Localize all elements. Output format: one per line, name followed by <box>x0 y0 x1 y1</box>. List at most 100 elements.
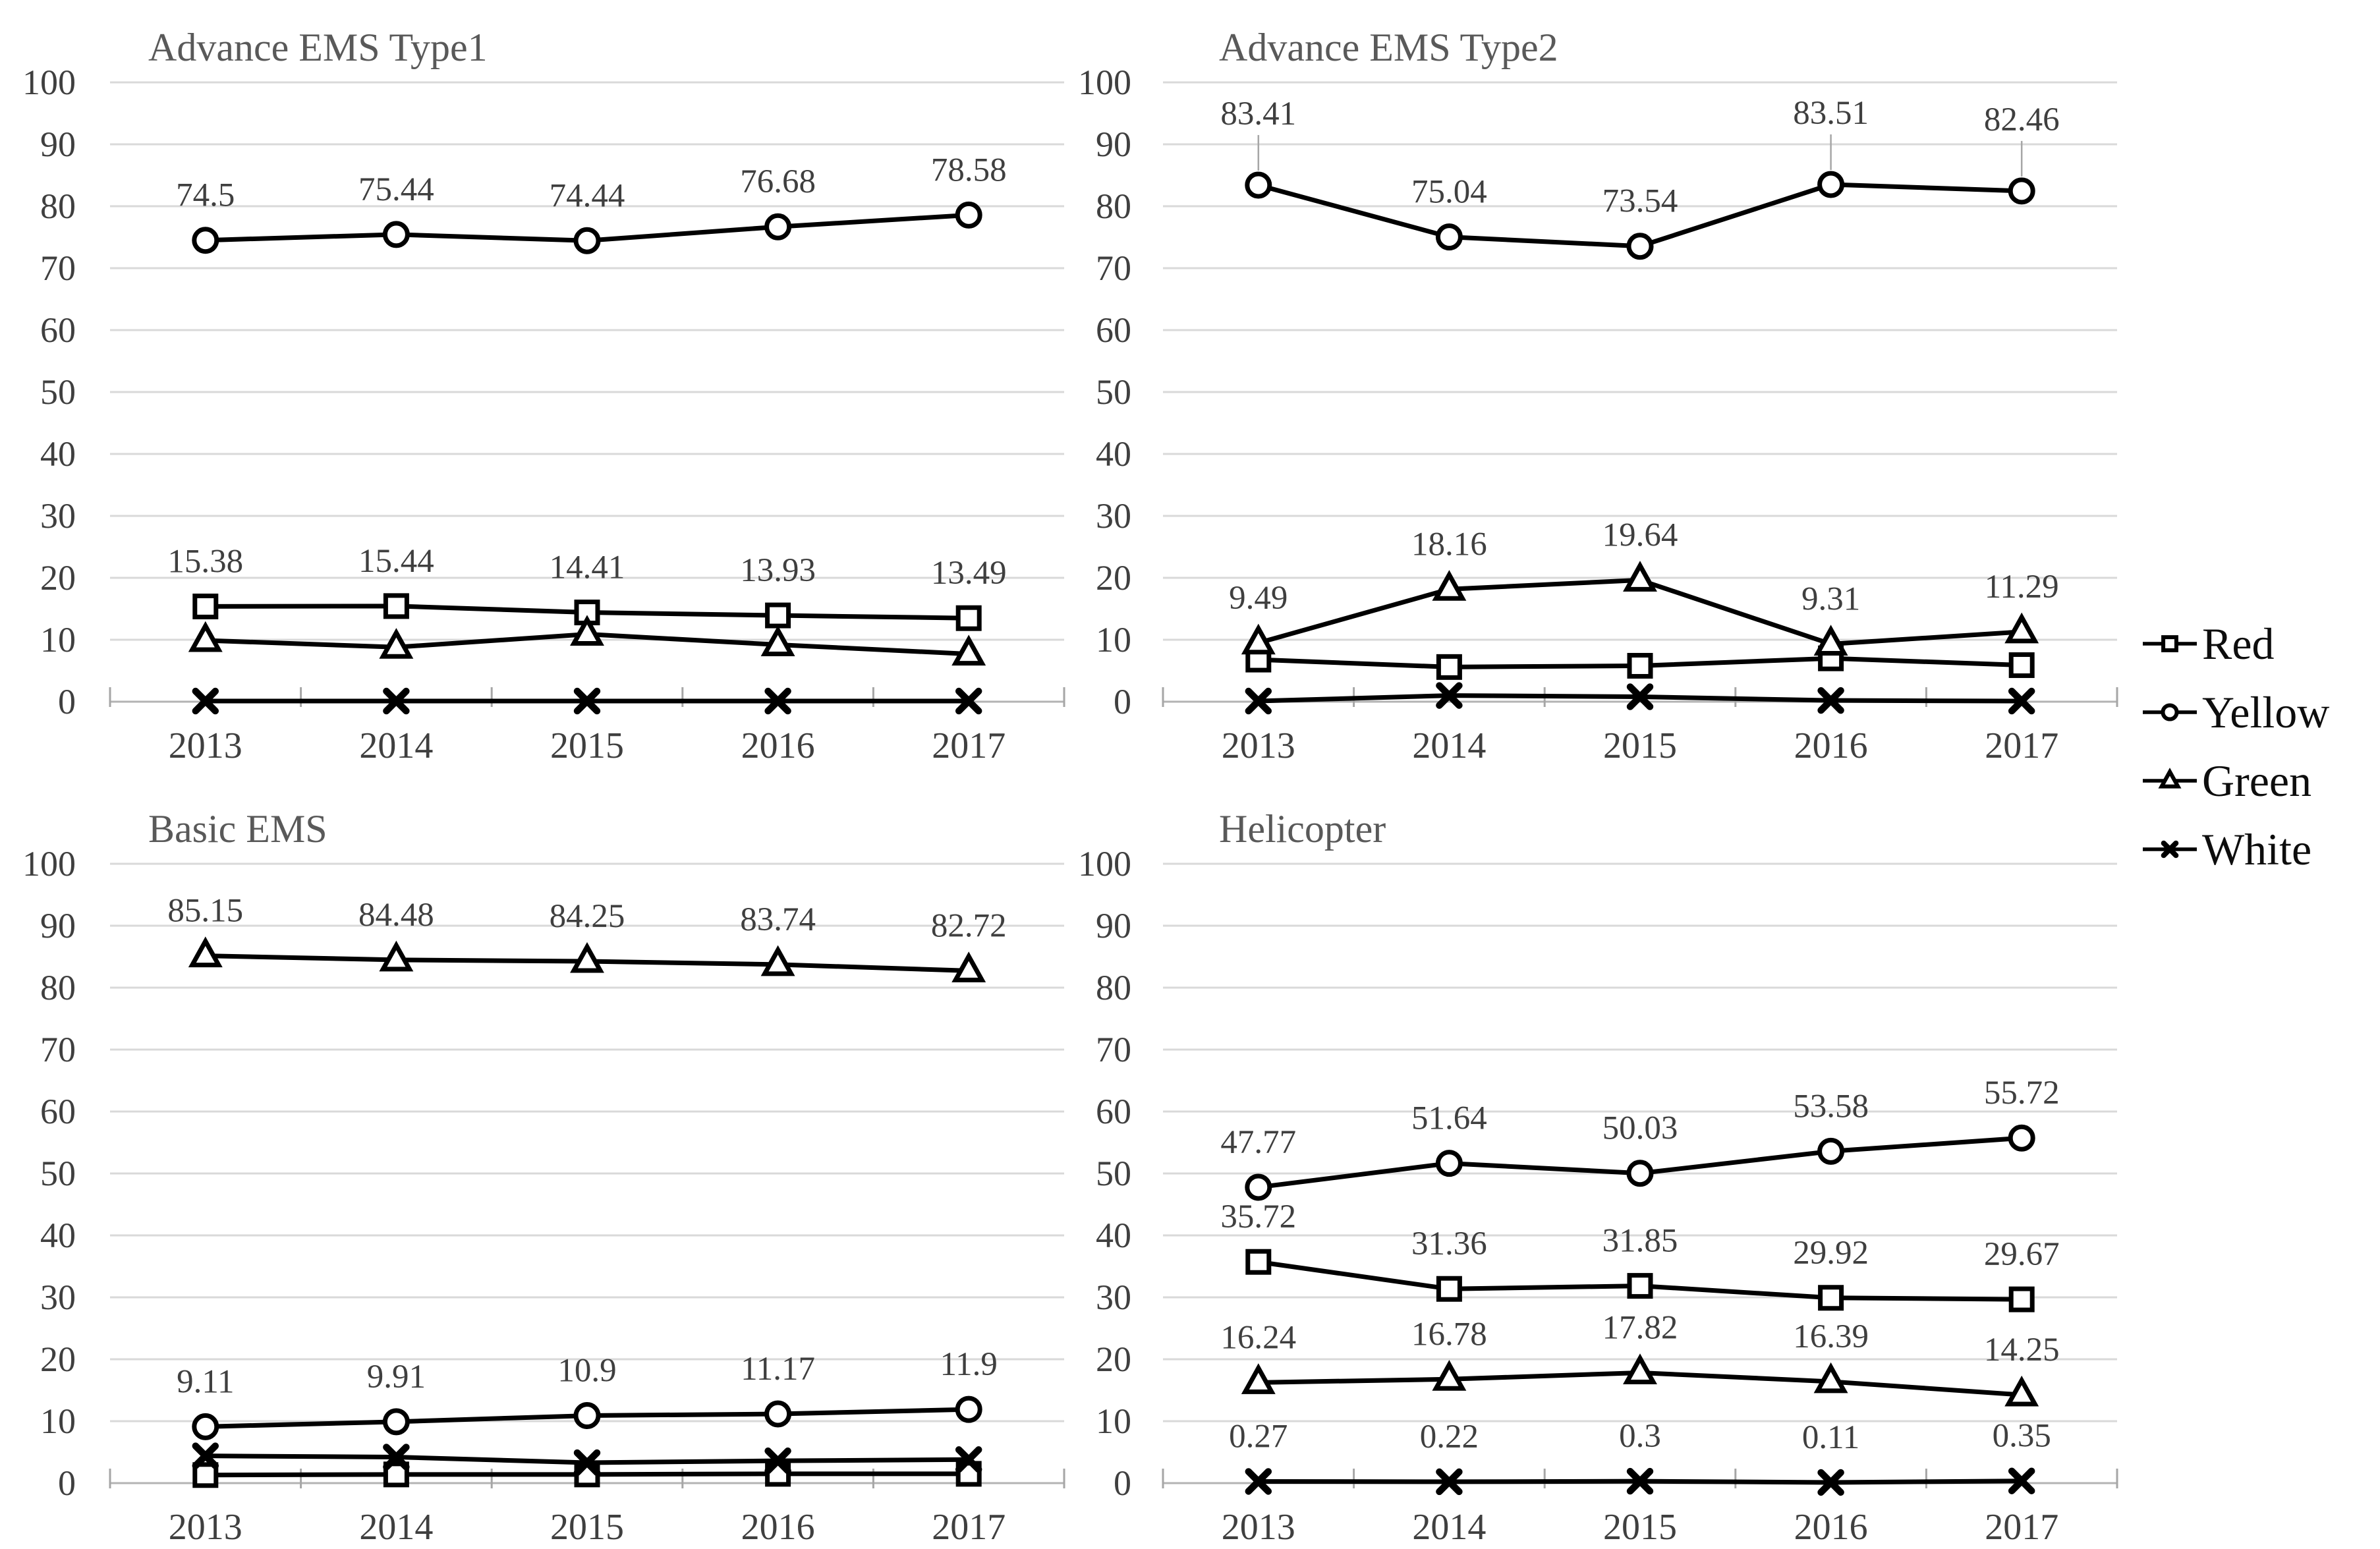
y-axis-tick-label: 50 <box>1096 372 1131 412</box>
data-point-label: 82.72 <box>931 907 1007 944</box>
circle-marker <box>1245 1173 1272 1201</box>
y-axis-tick-label: 0 <box>1114 682 1131 721</box>
series-yellow <box>1245 171 2035 260</box>
legend-label: Green <box>2202 756 2312 806</box>
x-marker <box>2008 1467 2035 1494</box>
triangle-marker-icon <box>2143 768 2197 789</box>
series-white <box>192 687 982 715</box>
triangle-marker <box>760 625 795 657</box>
x-marker <box>192 687 219 715</box>
data-point-label: 50.03 <box>1602 1110 1678 1147</box>
data-point-label: 0.11 <box>1802 1419 1859 1456</box>
data-point-label: 31.36 <box>1411 1225 1487 1262</box>
legend-label: Yellow <box>2202 687 2330 737</box>
square-marker <box>1436 654 1462 680</box>
triangle-marker <box>379 628 414 659</box>
series-white-labels: 0.27 0.22 0.3 0.11 0.35 <box>1229 1418 2051 1456</box>
data-point-label: 19.64 <box>1602 517 1678 553</box>
y-axis-tick-label: 100 <box>22 63 76 102</box>
data-point-label: 0.22 <box>1420 1419 1479 1455</box>
circle-marker <box>2008 177 2035 205</box>
triangle-marker <box>379 940 414 972</box>
x-marker <box>955 687 982 715</box>
x-marker <box>1245 1468 1272 1495</box>
y-axis-tick-label: 10 <box>1096 620 1131 660</box>
triangle-marker <box>1813 625 1848 656</box>
x-marker <box>2161 840 2179 859</box>
x-axis-category-label: 2014 <box>359 1507 433 1548</box>
data-point-label: 11.17 <box>741 1351 815 1388</box>
triangle-marker <box>951 634 986 666</box>
x-marker <box>383 1444 410 1471</box>
x-marker <box>764 687 791 715</box>
series-white <box>1245 1467 2035 1496</box>
square-marker <box>2008 652 2035 679</box>
data-point-label: 83.51 <box>1793 95 1869 132</box>
data-point-label: 0.35 <box>1993 1418 2051 1455</box>
series-yellow-labels: 9.11 9.91 10.9 11.17 11.9 <box>177 1346 998 1400</box>
y-axis-tick-label: 20 <box>1096 558 1131 598</box>
data-point-label: 15.38 <box>167 543 243 580</box>
y-axis-tick-label: 50 <box>1096 1154 1131 1193</box>
triangle-marker <box>570 615 604 646</box>
data-point-label: 14.41 <box>550 549 625 586</box>
x-marker <box>1626 683 1654 710</box>
x-axis-category-label: 2016 <box>1794 725 1868 766</box>
circle-marker <box>764 213 792 240</box>
circle-marker <box>1435 1150 1463 1177</box>
y-axis-tick-label: 0 <box>58 1463 76 1503</box>
circle-marker <box>1817 1137 1845 1165</box>
series-red-labels: 15.38 15.44 14.41 13.93 13.49 <box>167 543 1006 592</box>
x-axis-category-label: 2013 <box>1222 1507 1295 1548</box>
data-point-label: 84.48 <box>358 897 434 934</box>
series-green-labels: 16.24 16.78 17.82 16.39 14.25 <box>1220 1309 2059 1368</box>
data-point-label: 51.64 <box>1411 1100 1487 1137</box>
series-yellow-labels: 83.41 75.04 73.54 83.51 82.46 <box>1220 95 2059 220</box>
y-axis-tick-label: 60 <box>40 1092 76 1131</box>
data-point-label: 83.74 <box>740 901 816 938</box>
x-marker <box>764 1447 791 1475</box>
data-point-label: 74.5 <box>176 177 235 214</box>
x-axis-category-label: 2014 <box>359 725 433 766</box>
chart-title: Advance EMS Type1 <box>148 26 488 69</box>
x-axis-category-label: 2015 <box>550 1507 624 1548</box>
data-point-label: 15.44 <box>358 543 434 580</box>
circle-marker-icon <box>2143 703 2197 721</box>
circle-marker <box>2008 1124 2035 1152</box>
series-yellow <box>192 201 982 254</box>
circle-marker <box>382 221 410 248</box>
triangle-marker <box>760 945 795 976</box>
chart-title: Basic EMS <box>148 807 327 851</box>
data-point-label: 9.49 <box>1229 580 1288 617</box>
x-axis-category-label: 2013 <box>169 725 242 766</box>
data-point-label: 29.67 <box>1984 1236 2060 1273</box>
y-axis-tick-label: 0 <box>1114 1463 1131 1503</box>
circle-marker <box>573 227 601 254</box>
triangle-marker <box>570 942 604 973</box>
data-point-label: 16.24 <box>1220 1319 1296 1356</box>
x-marker <box>192 1442 219 1469</box>
data-point-label: 9.91 <box>367 1359 426 1395</box>
triangle-marker <box>1241 623 1276 655</box>
y-axis-tick-label: 50 <box>40 1154 76 1193</box>
triangle-marker <box>188 621 223 652</box>
y-axis-tick-label: 10 <box>40 1401 76 1441</box>
x-marker <box>573 1449 601 1477</box>
data-point-label: 0.3 <box>1619 1418 1661 1455</box>
x-marker <box>955 1446 982 1473</box>
y-axis-tick-label: 40 <box>40 1216 76 1255</box>
square-marker <box>192 1462 219 1488</box>
series-red <box>1245 645 2035 680</box>
x-marker <box>1626 1467 1654 1495</box>
square-marker <box>2161 635 2178 652</box>
series-red <box>1245 1249 2035 1312</box>
x-marker <box>1245 687 1272 715</box>
triangle-marker <box>1432 570 1467 601</box>
y-axis-tick-label: 70 <box>1096 248 1131 288</box>
series-red-labels: 35.72 31.36 31.85 29.92 29.67 <box>1220 1198 2059 1273</box>
x-marker <box>1436 1468 1463 1496</box>
y-axis-tick-label: 30 <box>1096 496 1131 536</box>
series-green-labels: 9.49 18.16 19.64 9.31 11.29 <box>1229 517 2058 617</box>
legend-item-yellow: Yellow <box>2141 689 2329 735</box>
data-point-label: 73.54 <box>1602 183 1678 220</box>
